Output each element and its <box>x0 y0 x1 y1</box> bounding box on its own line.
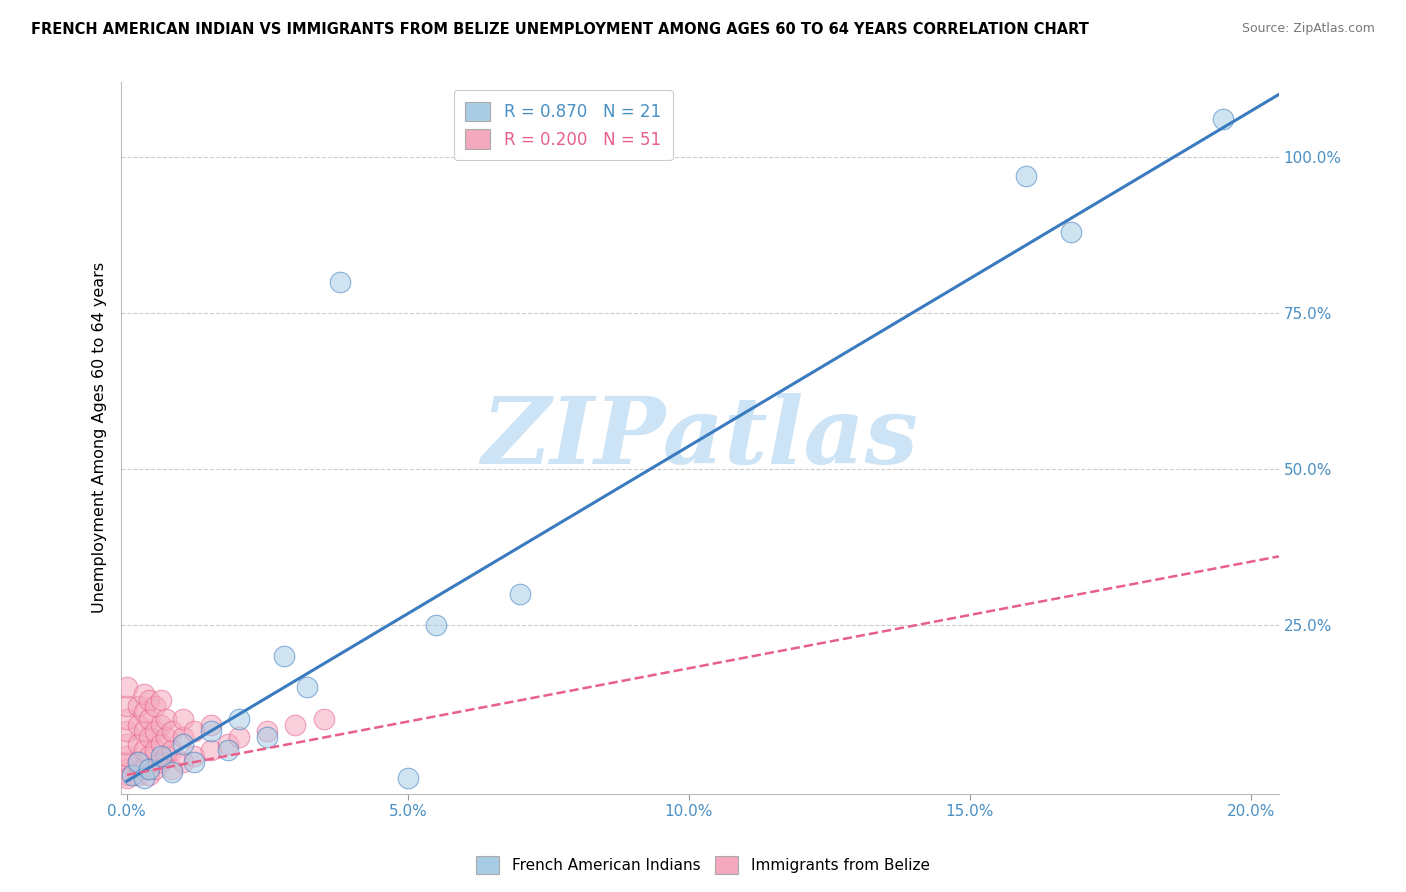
Point <box>509 587 531 601</box>
Point <box>284 718 307 732</box>
Point <box>143 724 166 739</box>
Point <box>1060 225 1083 239</box>
Point <box>200 724 222 739</box>
Legend: French American Indians, Immigrants from Belize: French American Indians, Immigrants from… <box>470 850 936 880</box>
Point <box>1212 112 1234 127</box>
Point <box>160 762 183 776</box>
Point <box>172 737 194 751</box>
Text: FRENCH AMERICAN INDIAN VS IMMIGRANTS FROM BELIZE UNEMPLOYMENT AMONG AGES 60 TO 6: FRENCH AMERICAN INDIAN VS IMMIGRANTS FRO… <box>31 22 1088 37</box>
Point <box>132 762 155 776</box>
Point <box>155 731 177 745</box>
Text: ZIPatlas: ZIPatlas <box>482 392 918 483</box>
Point <box>273 649 295 664</box>
Point <box>172 712 194 726</box>
Point <box>127 718 149 732</box>
Point <box>115 768 138 782</box>
Point <box>256 724 278 739</box>
Point <box>200 718 222 732</box>
Point <box>132 706 155 720</box>
Point <box>217 743 239 757</box>
Point <box>115 681 138 695</box>
Point <box>425 618 447 632</box>
Point <box>138 712 160 726</box>
Point <box>138 762 160 776</box>
Point <box>256 731 278 745</box>
Point <box>115 724 138 739</box>
Point <box>329 275 352 289</box>
Point <box>172 756 194 770</box>
Point <box>115 699 138 714</box>
Point <box>132 724 155 739</box>
Point <box>138 731 160 745</box>
Point <box>312 712 335 726</box>
Point <box>127 737 149 751</box>
Point <box>115 756 138 770</box>
Point <box>143 743 166 757</box>
Point <box>396 771 419 785</box>
Point <box>138 693 160 707</box>
Point <box>200 743 222 757</box>
Y-axis label: Unemployment Among Ages 60 to 64 years: Unemployment Among Ages 60 to 64 years <box>93 262 107 614</box>
Point <box>127 699 149 714</box>
Point <box>115 737 138 751</box>
Point <box>121 768 143 782</box>
Point <box>172 731 194 745</box>
Point <box>127 756 149 770</box>
Point <box>228 712 250 726</box>
Point <box>127 768 149 782</box>
Text: Source: ZipAtlas.com: Source: ZipAtlas.com <box>1241 22 1375 36</box>
Point <box>149 756 172 770</box>
Point <box>138 749 160 764</box>
Point <box>115 762 138 776</box>
Point <box>295 681 318 695</box>
Point <box>183 749 205 764</box>
Point <box>160 724 183 739</box>
Point <box>155 712 177 726</box>
Point <box>143 699 166 714</box>
Point <box>132 743 155 757</box>
Point <box>115 712 138 726</box>
Point <box>149 749 172 764</box>
Point <box>115 771 138 785</box>
Point <box>149 737 172 751</box>
Point <box>160 764 183 779</box>
Point <box>149 718 172 732</box>
Point <box>127 756 149 770</box>
Legend: R = 0.870   N = 21, R = 0.200   N = 51: R = 0.870 N = 21, R = 0.200 N = 51 <box>454 90 672 161</box>
Point <box>183 724 205 739</box>
Point <box>160 743 183 757</box>
Point <box>132 687 155 701</box>
Point <box>228 731 250 745</box>
Point <box>138 768 160 782</box>
Point <box>1015 169 1038 183</box>
Point <box>155 749 177 764</box>
Point <box>149 693 172 707</box>
Point <box>217 737 239 751</box>
Point <box>143 762 166 776</box>
Point <box>183 756 205 770</box>
Point <box>132 771 155 785</box>
Point <box>115 749 138 764</box>
